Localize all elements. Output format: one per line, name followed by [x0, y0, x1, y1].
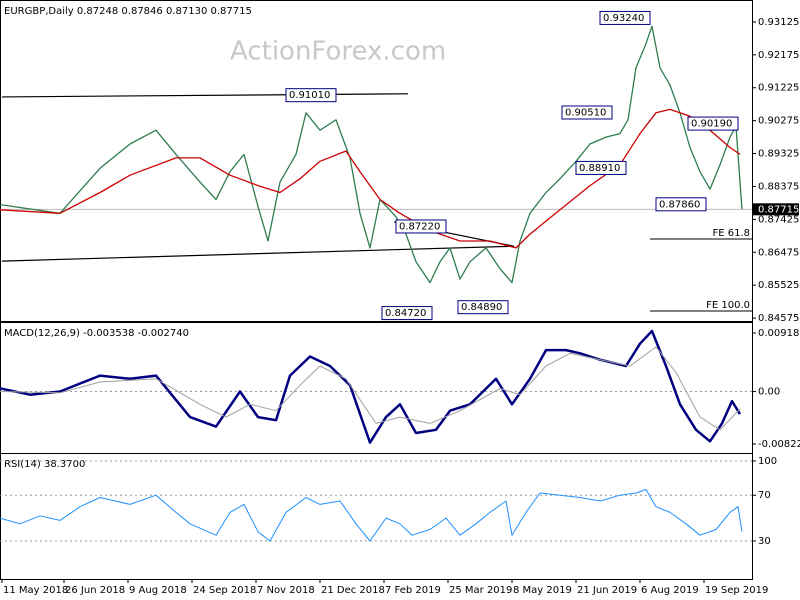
level-label: 0.87860	[659, 199, 700, 210]
last-price-box	[753, 203, 799, 216]
level-box	[395, 219, 447, 234]
panel-frame	[0, 453, 753, 580]
x-tick-label: 8 May 2019	[513, 585, 572, 596]
level-box	[599, 10, 651, 25]
level-box	[457, 300, 509, 315]
last-price-label: 0.87715	[758, 204, 799, 215]
level-box	[285, 88, 337, 103]
trendline	[1, 93, 409, 98]
level-label: 0.91010	[289, 90, 330, 101]
x-tick-label: 11 May 2018	[3, 585, 68, 596]
series-line	[0, 108, 741, 249]
y-tick-label: 0.91225	[758, 83, 799, 94]
watermark: ActionForex.com	[230, 37, 446, 67]
panel-title: MACD(12,26,9) -0.003538 -0.002740	[4, 328, 189, 339]
fe-label: FE 61.8	[712, 228, 750, 239]
y-tick-label: 0.89325	[758, 149, 799, 160]
y-tick-label: 0.85525	[758, 280, 799, 291]
y-tick-label: -0.008225	[758, 439, 800, 450]
x-tick-label: 7 Nov 2018	[257, 585, 315, 596]
y-tick-label: 0.86475	[758, 247, 799, 258]
y-tick-label: 0.93125	[758, 17, 799, 28]
level-label: 0.87220	[399, 221, 440, 232]
panel-title: EURGBP,Daily 0.87248 0.87846 0.87130 0.8…	[4, 6, 252, 17]
y-tick-label: 0.87425	[758, 214, 799, 225]
x-tick-label: 6 Aug 2019	[641, 585, 699, 596]
panel-frame	[0, 0, 753, 322]
y-tick-label: 0.92175	[758, 50, 799, 61]
series-line	[0, 346, 741, 431]
level-box	[655, 197, 707, 212]
level-label: 0.84720	[385, 308, 426, 319]
level-label: 0.84890	[461, 302, 502, 313]
trendline	[1, 245, 515, 262]
x-tick-label: 24 Sep 2018	[193, 585, 256, 596]
x-tick-label: 21 Jun 2019	[577, 585, 637, 596]
x-tick-label: 21 Dec 2018	[321, 585, 385, 596]
y-tick-label: 70	[758, 490, 771, 501]
panel-title: RSI(14) 38.3700	[4, 459, 85, 470]
y-tick-label: 30	[758, 536, 771, 547]
series-line	[0, 489, 743, 542]
level-box	[561, 105, 613, 120]
x-tick-label: 19 Sep 2019	[705, 585, 768, 596]
x-tick-label: 26 Jun 2018	[65, 585, 125, 596]
y-tick-label: 0.88375	[758, 181, 799, 192]
level-label: 0.88910	[579, 163, 620, 174]
y-tick-label: 100	[758, 456, 777, 467]
series-line	[0, 25, 743, 284]
level-label: 0.90510	[565, 108, 606, 119]
level-box	[687, 116, 739, 131]
level-box	[381, 306, 433, 321]
level-box	[575, 160, 627, 175]
series-line	[0, 329, 742, 444]
y-tick-label: 0.90275	[758, 116, 799, 127]
x-tick-label: 7 Feb 2019	[385, 585, 441, 596]
x-tick-label: 25 Mar 2019	[449, 585, 512, 596]
level-label: 0.90190	[691, 119, 732, 130]
fe-label: FE 100.0	[706, 300, 750, 311]
y-tick-label: 0.009181	[758, 328, 800, 339]
level-label: 0.93240	[603, 13, 644, 24]
y-tick-label: 0.00	[758, 387, 780, 398]
y-tick-label: 0.84575	[758, 313, 799, 324]
x-tick-label: 9 Aug 2018	[129, 585, 187, 596]
